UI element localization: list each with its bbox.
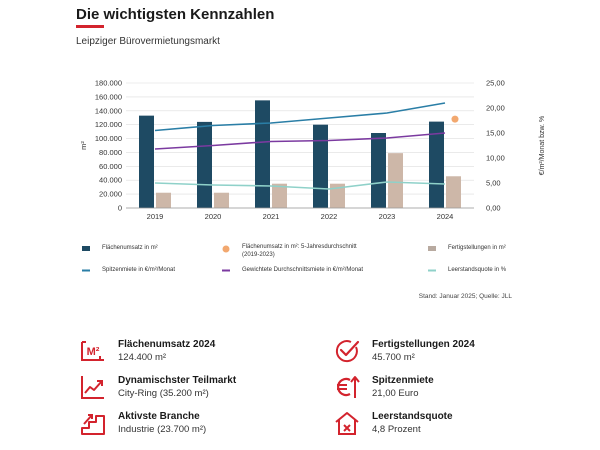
bar-flaechenumsatz — [197, 121, 212, 208]
m2-icon: M² — [81, 341, 104, 361]
bar-flaechenumsatz — [139, 115, 154, 208]
kpi-fertigstellungen: Fertigstellungen 2024 45.700 m² — [334, 338, 475, 364]
kpi-value: 21,00 Euro — [372, 388, 419, 399]
y-right-tick-label: 10,00 — [486, 154, 505, 163]
empty-building-icon — [335, 412, 359, 435]
bar-flaechenumsatz — [429, 121, 444, 208]
y-left-tick-label: 140.000 — [95, 106, 122, 115]
kpi-branche: Aktivste Branche Industrie (23.700 m²) — [80, 410, 206, 436]
kpi-spitzenmiete: Spitzenmiete 21,00 Euro — [334, 374, 434, 400]
kpi-title: Dynamischster Teilmarkt — [118, 375, 237, 386]
source-note: Stand: Januar 2025; Quelle: JLL — [418, 293, 512, 300]
kpi-title: Aktivste Branche — [118, 411, 200, 422]
page-title: Die wichtigsten Kennzahlen — [76, 6, 275, 23]
y-right-tick-label: 5,00 — [486, 179, 501, 188]
x-tick-label: 2024 — [437, 212, 454, 221]
kpi-value: 4,8 Prozent — [372, 424, 421, 435]
y-left-tick-label: 80.000 — [99, 148, 122, 157]
title-underline — [76, 25, 104, 28]
kpi-value: 45.700 m² — [372, 352, 415, 363]
y-left-tick-label: 40.000 — [99, 176, 122, 185]
page-subtitle: Leipziger Bürovermietungsmarkt — [76, 36, 220, 47]
y-left-tick-label: 120.000 — [95, 120, 122, 129]
combo-chart: 0 20.000 40.000 60.000 80.000 100.000 120.000 1… — [79, 79, 546, 222]
check-circle-icon — [335, 340, 360, 363]
bar-fertigstellungen — [330, 183, 345, 208]
bar-fertigstellungen — [156, 192, 171, 208]
trend-chart-icon — [81, 376, 104, 399]
kpi-leerstand: Leerstandsquote 4,8 Prozent — [334, 410, 453, 436]
y-left-tick-label: 160.000 — [95, 92, 122, 101]
bar-flaechenumsatz — [371, 133, 386, 208]
y-left-tick-label: 0 — [118, 204, 122, 213]
kpi-value: City-Ring (35.200 m²) — [118, 388, 209, 399]
m2-icon-text: M² — [87, 346, 100, 358]
stairs-growth-icon — [81, 414, 105, 435]
y-right-axis-title: €/m²/Monat bzw. % — [539, 116, 546, 176]
kpi-title: Leerstandsquote — [372, 411, 453, 422]
x-tick-label: 2022 — [321, 212, 338, 221]
bar-fertigstellungen — [446, 176, 461, 208]
y-left-tick-label: 100.000 — [95, 134, 122, 143]
bar-flaechenumsatz — [313, 124, 328, 208]
bar-fertigstellungen — [272, 183, 287, 208]
kpi-title: Spitzenmiete — [372, 375, 434, 386]
kpi-flaechenumsatz: M² Flächenumsatz 2024 124.400 m² — [80, 338, 215, 364]
bar-flaechenumsatz — [255, 100, 270, 208]
kpi-title: Flächenumsatz 2024 — [118, 339, 216, 350]
line-spitzenmiete — [154, 102, 446, 132]
y-right-tick-label: 20,00 — [486, 104, 505, 113]
kpi-value: 124.400 m² — [118, 352, 167, 363]
euro-arrow-icon — [337, 376, 360, 398]
point-five-year-average — [451, 115, 459, 123]
kpi-teilmarkt: Dynamischster Teilmarkt City-Ring (35.20… — [80, 374, 236, 400]
y-right-tick-label: 15,00 — [486, 129, 505, 138]
kpi-value: Industrie (23.700 m²) — [118, 424, 207, 435]
bar-fertigstellungen — [214, 192, 229, 208]
y-right-tick-label: 0,00 — [486, 204, 501, 213]
x-tick-label: 2019 — [147, 212, 164, 221]
x-tick-label: 2023 — [379, 212, 396, 221]
y-left-tick-label: 20.000 — [99, 190, 122, 199]
kpi-title: Fertigstellungen 2024 — [372, 339, 475, 350]
x-tick-label: 2021 — [263, 212, 280, 221]
line-leerstandsquote — [154, 181, 446, 190]
y-right-tick-label: 25,00 — [486, 79, 505, 88]
bar-fertigstellungen — [388, 153, 403, 208]
y-left-tick-label: 60.000 — [99, 162, 122, 171]
line-durchschnittsmiete — [154, 132, 446, 150]
y-left-tick-label: 180.000 — [95, 79, 122, 88]
y-left-axis-title: m² — [79, 141, 88, 150]
x-tick-label: 2020 — [205, 212, 222, 221]
